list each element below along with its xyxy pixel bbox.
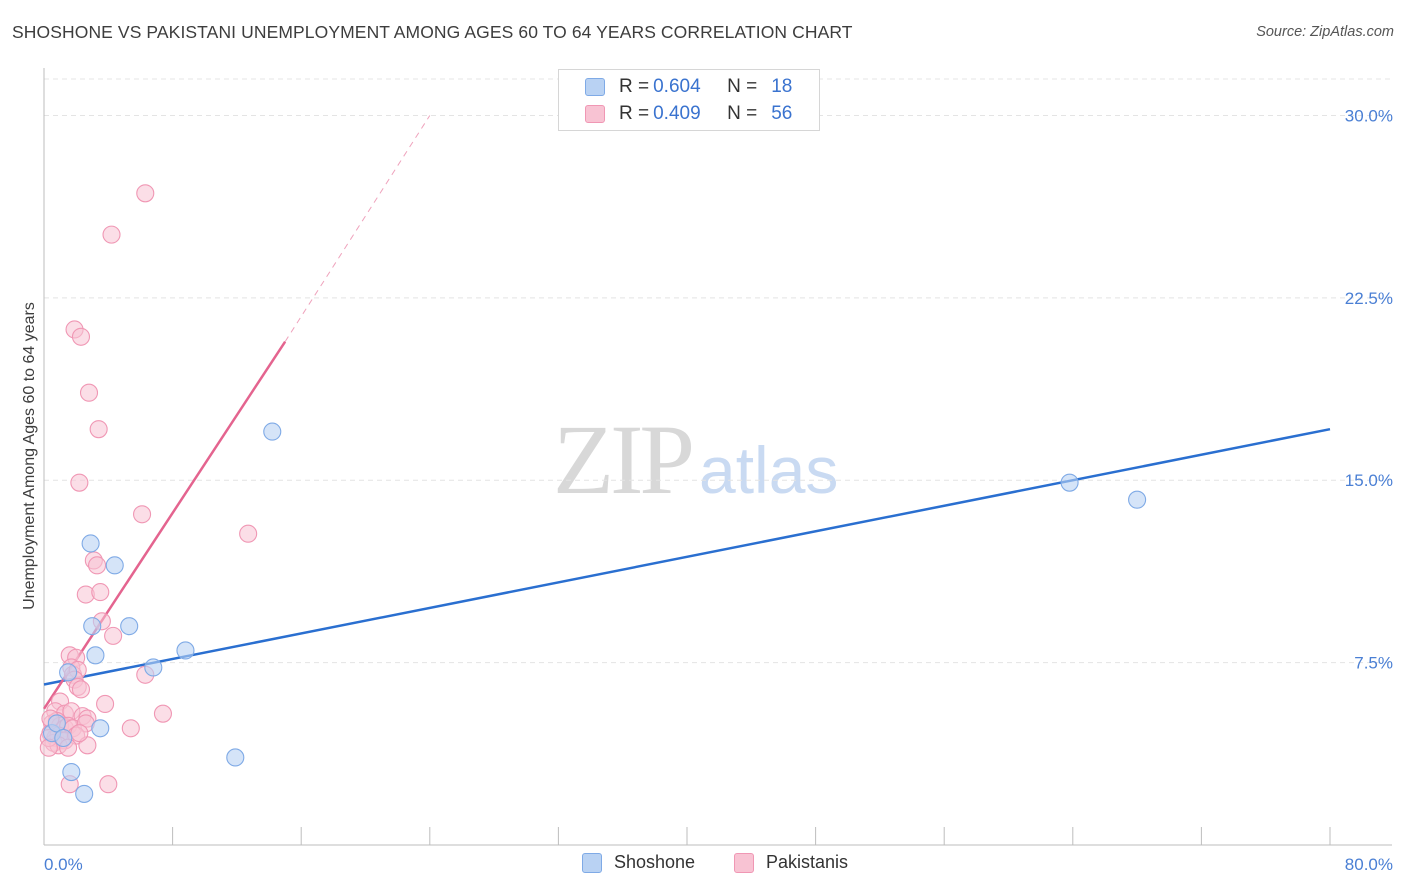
- legend-row-pakistanis: R = 0.409 N = 56: [585, 103, 792, 125]
- pakistanis-point: [91, 583, 110, 602]
- bottom-legend-swatch-pakistanis: [734, 852, 754, 873]
- pakistanis-point: [102, 225, 121, 244]
- pakistanis-point: [71, 680, 91, 699]
- legend-n-label-pakistanis: N =: [727, 103, 758, 124]
- pakistanis-point: [99, 775, 118, 794]
- legend-r-label-shoshone: R =: [619, 76, 650, 97]
- pakistanis-point: [121, 719, 140, 738]
- label-layer: 7.5% 15.0% 22.5% 30.0% 0.0% 80.0%: [44, 106, 1393, 874]
- pakistanis-point: [136, 184, 155, 203]
- legend-n-value-pakistanis: 56: [771, 103, 793, 124]
- pakistanis-point: [239, 524, 258, 543]
- watermark-zip: ZIP: [553, 404, 695, 515]
- legend-n-label-shoshone: N =: [727, 76, 758, 97]
- pakistanis-trendline-extension: [284, 115, 431, 342]
- watermark: ZIP atlas: [553, 402, 838, 517]
- shoshone-point: [120, 617, 139, 636]
- legend: R = 0.604 N = 18 R = 0.409 N = 56: [558, 69, 820, 131]
- legend-r-value-pakistanis: 0.409: [653, 103, 701, 124]
- source-label: Source: ZipAtlas.com: [1256, 24, 1394, 40]
- legend-n-value-shoshone: 18: [771, 76, 793, 97]
- shoshone-point: [75, 784, 94, 803]
- pakistanis-point: [70, 724, 89, 743]
- point-layer: [39, 184, 1147, 803]
- legend-r-value-shoshone: 0.604: [653, 76, 701, 97]
- shoshone-point: [1128, 490, 1147, 509]
- shoshone-point: [176, 641, 195, 660]
- shoshone-point: [83, 617, 102, 636]
- pakistanis-point: [87, 556, 107, 575]
- grid-layer: [44, 78, 1392, 664]
- pakistanis-point: [39, 738, 58, 757]
- legend-row-shoshone: R = 0.604 N = 18: [585, 76, 792, 98]
- legend-swatch-shoshone: [585, 78, 605, 96]
- shoshone-point: [81, 534, 100, 553]
- x-tick-label: 0.0%: [44, 855, 83, 874]
- shoshone-point: [226, 748, 245, 767]
- shoshone-point: [144, 658, 163, 677]
- bottom-legend-shoshone: Shoshone: [582, 852, 695, 873]
- pakistanis-point: [70, 473, 89, 492]
- pakistanis-point: [79, 383, 99, 402]
- bottom-legend-label-shoshone: Shoshone: [614, 852, 696, 872]
- shoshone-point: [54, 728, 73, 748]
- pakistanis-point: [89, 420, 108, 439]
- bottom-legend-pakistanis: Pakistanis: [734, 852, 848, 873]
- shoshone-point: [105, 556, 124, 575]
- pakistanis-point: [71, 327, 91, 346]
- legend-r-label-pakistanis: R =: [619, 103, 650, 124]
- trend-layer: [42, 115, 1331, 710]
- bottom-legend-swatch-shoshone: [582, 852, 602, 873]
- pakistanis-point: [104, 626, 123, 645]
- bottom-legend-label-pakistanis: Pakistanis: [766, 852, 849, 872]
- shoshone-trendline: [43, 427, 1331, 686]
- pakistanis-point: [96, 694, 115, 714]
- shoshone-point: [91, 719, 110, 738]
- watermark-atlas: atlas: [699, 433, 839, 507]
- shoshone-point: [86, 646, 105, 665]
- pakistanis-point: [133, 505, 152, 524]
- y-tick-label: 7.5%: [1354, 654, 1393, 673]
- pakistanis-trendline: [42, 340, 287, 710]
- shoshone-point: [62, 762, 81, 782]
- pakistanis-point: [153, 704, 173, 723]
- x-tick-label: 80.0%: [1345, 855, 1393, 874]
- y-tick-label: 30.0%: [1345, 106, 1393, 125]
- y-tick-label: 22.5%: [1345, 289, 1393, 308]
- shoshone-point: [1060, 473, 1079, 492]
- y-tick-label: 15.0%: [1345, 471, 1393, 490]
- shoshone-point: [263, 422, 282, 441]
- chart-title: SHOSHONE VS PAKISTANI UNEMPLOYMENT AMONG…: [12, 22, 853, 42]
- legend-swatch-pakistanis: [585, 105, 605, 123]
- shoshone-point: [59, 663, 78, 682]
